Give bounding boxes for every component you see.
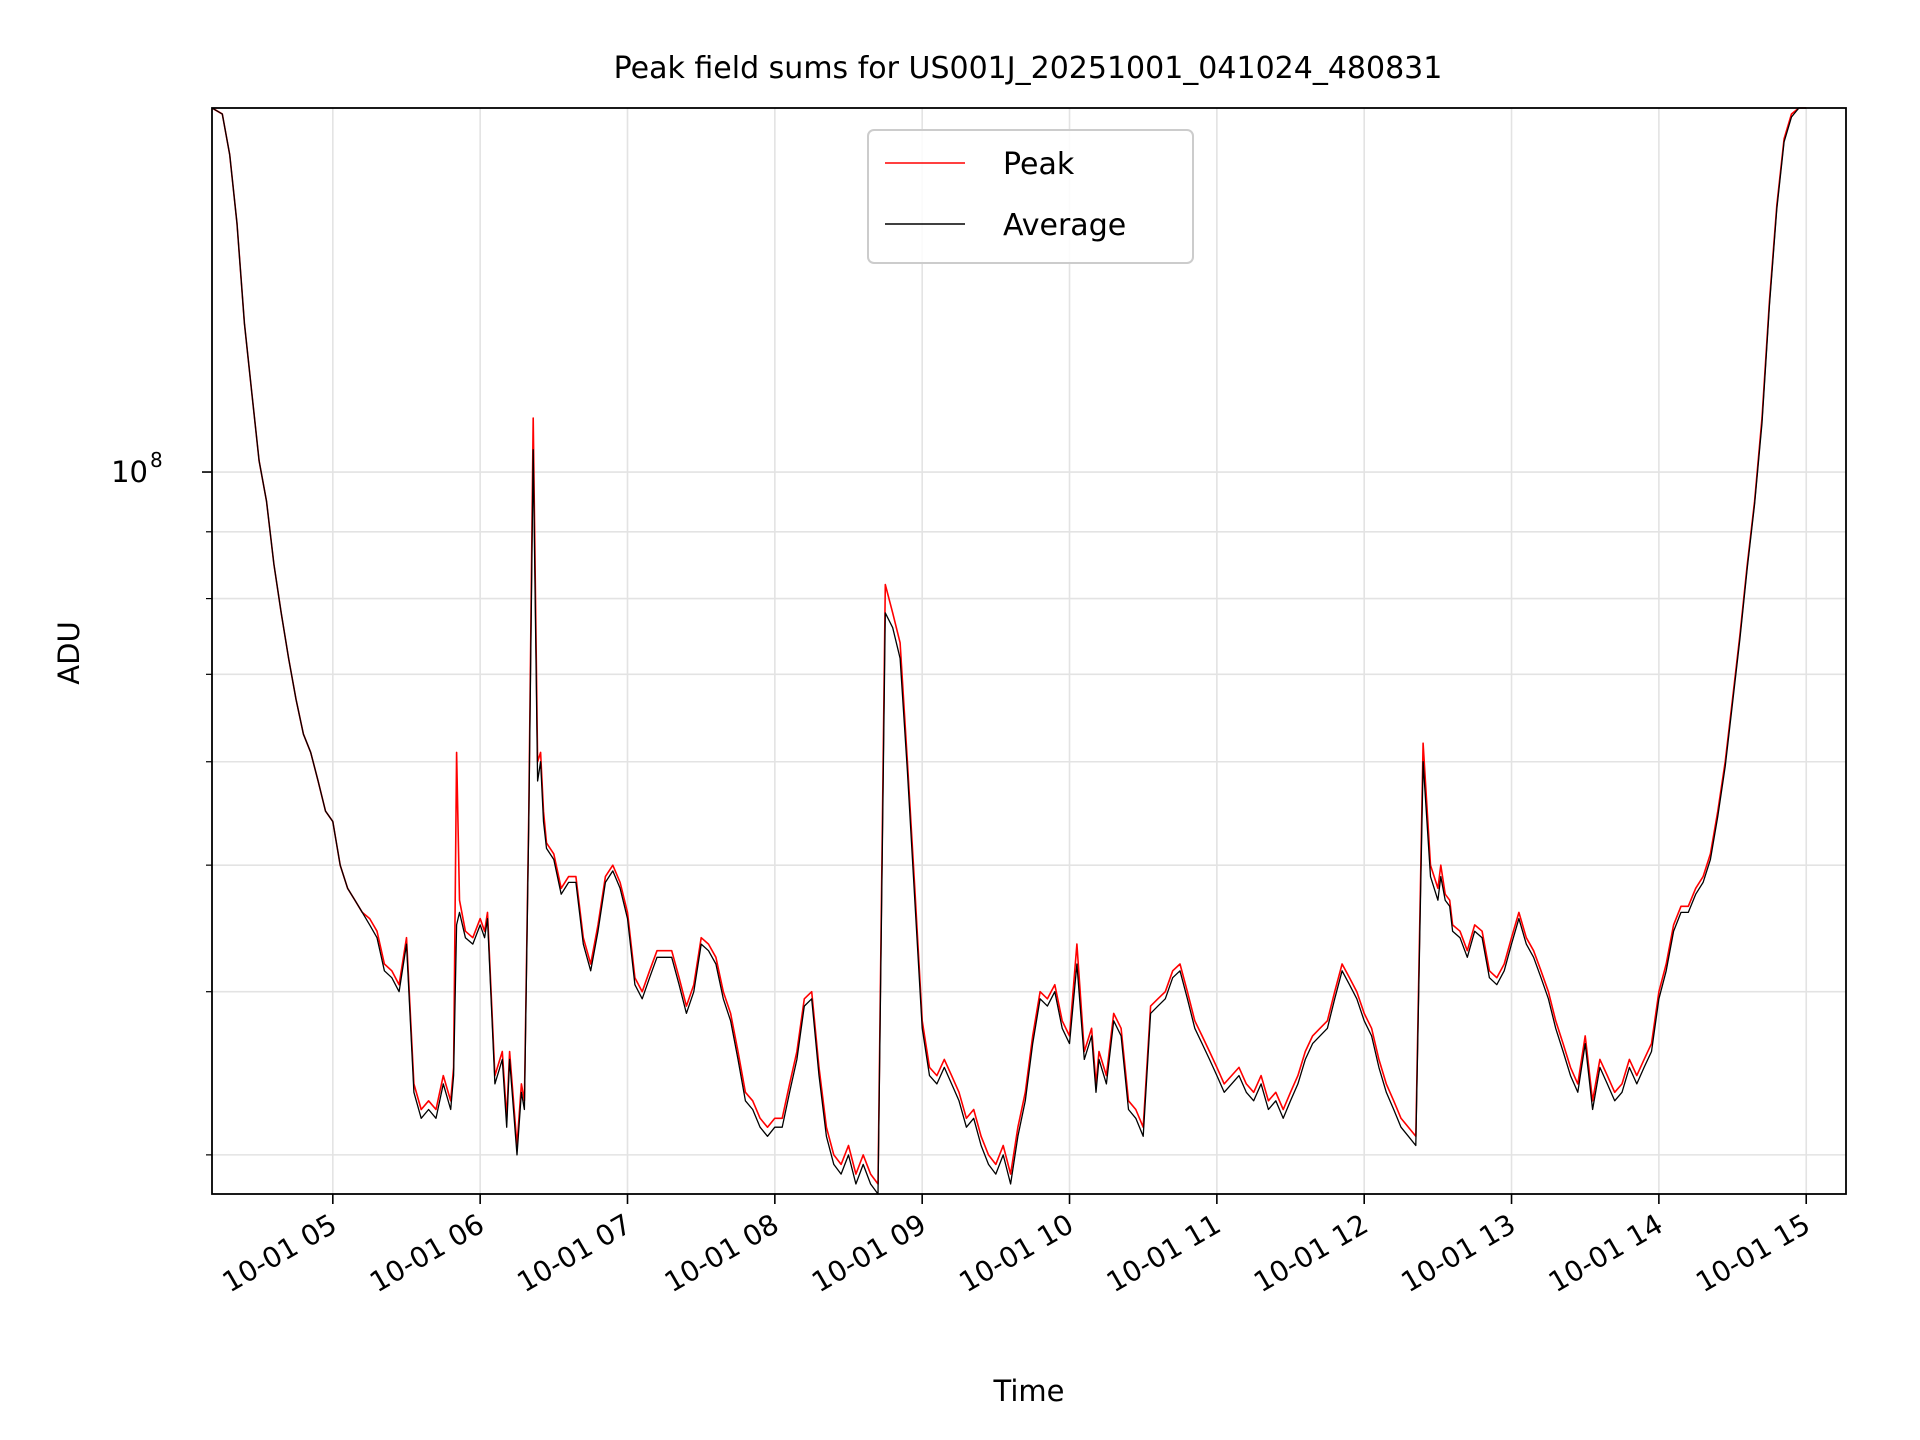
- legend[interactable]: Peak Average: [867, 129, 1194, 264]
- y-axis-label: ADU: [52, 621, 86, 684]
- legend-label-average: Average: [1003, 208, 1126, 243]
- axes-frame: [211, 107, 1847, 1195]
- x-axis-label: Time: [993, 1374, 1065, 1408]
- grid: [212, 108, 1846, 1194]
- legend-label-peak: Peak: [1003, 147, 1075, 182]
- plot-area: [211, 107, 1807, 1195]
- y-tick-label-base: 10: [111, 455, 148, 489]
- chart-title: Peak field sums for US001J_20251001_0410…: [614, 51, 1443, 86]
- series-line-average: [211, 107, 1807, 1195]
- series-line-peak: [211, 107, 1807, 1185]
- y-tick-label: 10 8: [111, 448, 163, 489]
- y-tick-label-exponent: 8: [150, 448, 163, 472]
